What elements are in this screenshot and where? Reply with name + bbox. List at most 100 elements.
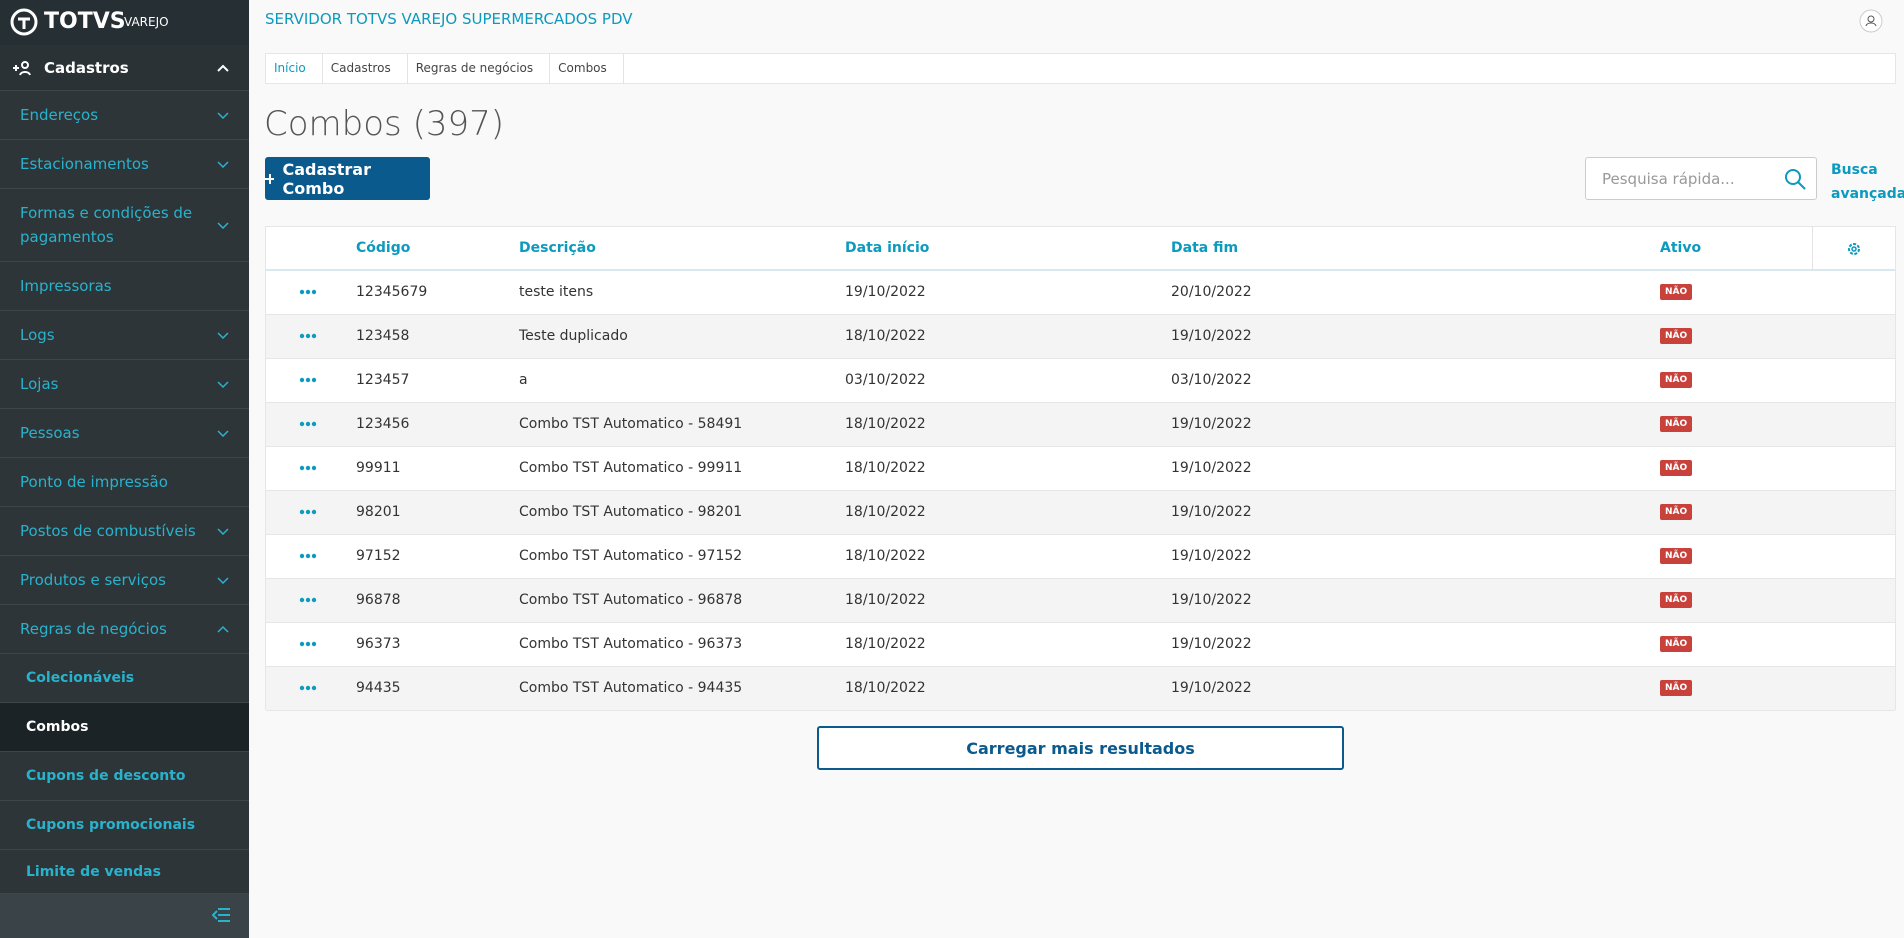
create-label: Cadastrar Combo	[282, 159, 371, 198]
menu-item[interactable]: Regras de negócios	[0, 605, 249, 654]
menu-item[interactable]: Postos de combustíveis	[0, 507, 249, 556]
table-cell: 18/10/2022	[845, 680, 926, 696]
table-cell: Combo TST Automatico - 96373	[519, 636, 743, 652]
menu-item[interactable]: Formas e condições de pagamentos	[0, 189, 249, 262]
column-header[interactable]: Data fim	[1171, 240, 1239, 256]
breadcrumb-item[interactable]: Regras de negócios	[408, 53, 551, 84]
user-icon[interactable]	[1859, 9, 1883, 33]
menu-label: Pessoas	[20, 424, 80, 442]
table-cell: 123457	[356, 372, 410, 388]
submenu-label: Colecionáveis	[26, 670, 135, 686]
section-label: Cadastros	[44, 58, 129, 77]
collapse-bar[interactable]	[0, 893, 249, 938]
submenu-item[interactable]: Cupons promocionais	[0, 801, 249, 850]
menu-label: Regras de negócios	[20, 620, 167, 638]
row-actions[interactable]	[299, 685, 317, 691]
status-badge: NÃO	[1660, 328, 1693, 344]
menu-label: Endereços	[20, 106, 99, 124]
menu-item[interactable]: Endereços	[0, 91, 249, 140]
menu-label: Postos de combustíveis	[20, 522, 196, 540]
search-box[interactable]: Pesquisa rápida...	[1585, 157, 1817, 200]
logo-text: TOTVS	[44, 9, 126, 34]
table-row: 99911 Combo TST Automatico - 99911 18/10/2…	[266, 447, 1895, 491]
status-badge: NÃO	[1660, 548, 1693, 564]
status-badge: NÃO	[1660, 504, 1693, 520]
column-header[interactable]: Data início	[845, 240, 930, 256]
row-actions[interactable]	[299, 289, 317, 295]
main: SERVIDOR TOTVS VAREJO SUPERMERCADOS PDV …	[249, 0, 1904, 938]
sidebar: TOTVS VAREJO Cadastros Endereços Estacion…	[0, 0, 249, 938]
table-row: 123458 Teste duplicado 18/10/2022 19/10/202…	[266, 315, 1895, 359]
table-cell: 19/10/2022	[1171, 592, 1252, 608]
chevron	[217, 332, 229, 339]
row-actions[interactable]	[299, 377, 317, 383]
row-actions[interactable]	[299, 465, 317, 471]
submenu-item[interactable]: Colecionáveis	[0, 654, 249, 703]
breadcrumb-item[interactable]: Cadastros	[323, 53, 408, 84]
row-actions[interactable]	[299, 421, 317, 427]
menu-item[interactable]: Estacionamentos	[0, 140, 249, 189]
table-cell: 94435	[356, 680, 401, 696]
table-row: 98201 Combo TST Automatico - 98201 18/10/2…	[266, 491, 1895, 535]
row-actions[interactable]	[299, 553, 317, 559]
menu-item[interactable]: Pessoas	[0, 409, 249, 458]
page-title: Combos (397)	[264, 104, 504, 144]
table-cell: 96878	[356, 592, 401, 608]
create-button[interactable]: Cadastrar Combo	[265, 157, 430, 200]
chevron	[217, 112, 229, 119]
table-cell: Combo TST Automatico - 99911	[519, 460, 743, 476]
load-more[interactable]: Carregar mais resultados	[817, 726, 1344, 770]
table-cell: 03/10/2022	[1171, 372, 1252, 388]
table-cell: 97152	[356, 548, 401, 564]
chevron	[217, 222, 229, 229]
column-header[interactable]: Código	[356, 240, 411, 256]
row-actions[interactable]	[299, 641, 317, 647]
advanced-search[interactable]: Busca avançada	[1831, 162, 1904, 202]
submenu-item[interactable]: Limite de vendas	[0, 850, 249, 894]
table-cell: 123456	[356, 416, 410, 432]
menu-item[interactable]: Ponto de impressão	[0, 458, 249, 507]
submenu-item[interactable]: Cupons de desconto	[0, 752, 249, 801]
row-actions[interactable]	[299, 509, 317, 515]
breadcrumb-item[interactable]: Início	[266, 53, 323, 84]
submenu-item[interactable]: Combos	[0, 703, 249, 752]
column-header[interactable]: Ativo	[1660, 240, 1702, 256]
logo-sub: VAREJO	[124, 15, 169, 29]
table-cell: 99911	[356, 460, 401, 476]
table-cell: 03/10/2022	[845, 372, 926, 388]
row-actions[interactable]	[299, 597, 317, 603]
submenu-label: Combos	[26, 719, 89, 735]
chevron	[217, 577, 229, 584]
table-cell: a	[519, 372, 528, 388]
menu-item[interactable]: Lojas	[0, 360, 249, 409]
chevron	[217, 64, 229, 72]
table-cell: Combo TST Automatico - 58491	[519, 416, 743, 432]
menu-section[interactable]: Cadastros	[0, 45, 249, 91]
table-row: 96373 Combo TST Automatico - 96373 18/10/2…	[266, 623, 1895, 667]
settings-icon[interactable]	[1846, 241, 1862, 257]
status-badge: NÃO	[1660, 592, 1693, 608]
status-badge: NÃO	[1660, 416, 1693, 432]
status-badge: NÃO	[1660, 284, 1693, 300]
table-cell: 18/10/2022	[845, 460, 926, 476]
column-header[interactable]: Descrição	[519, 240, 596, 256]
status-badge: NÃO	[1660, 636, 1693, 652]
menu-label: Logs	[20, 326, 55, 344]
submenu-label: Limite de vendas	[26, 863, 161, 880]
brand-bar: TOTVS VAREJO	[0, 0, 249, 45]
menu-item[interactable]: Logs	[0, 311, 249, 360]
table-cell: 18/10/2022	[845, 416, 926, 432]
status-badge: NÃO	[1660, 460, 1693, 476]
table-cell: 19/10/2022	[1171, 416, 1252, 432]
row-actions[interactable]	[299, 333, 317, 339]
menu-label: Estacionamentos	[20, 155, 149, 173]
table-cell: teste itens	[519, 284, 594, 300]
menu-item[interactable]: Impressoras	[0, 262, 249, 311]
menu-item[interactable]: Produtos e serviços	[0, 556, 249, 605]
status-badge: NÃO	[1660, 372, 1693, 388]
table-cell: Combo TST Automatico - 97152	[519, 548, 743, 564]
table-cell: 19/10/2022	[1171, 680, 1252, 696]
table-row: 123457 a 03/10/2022 03/10/2022 NÃO	[266, 359, 1895, 403]
